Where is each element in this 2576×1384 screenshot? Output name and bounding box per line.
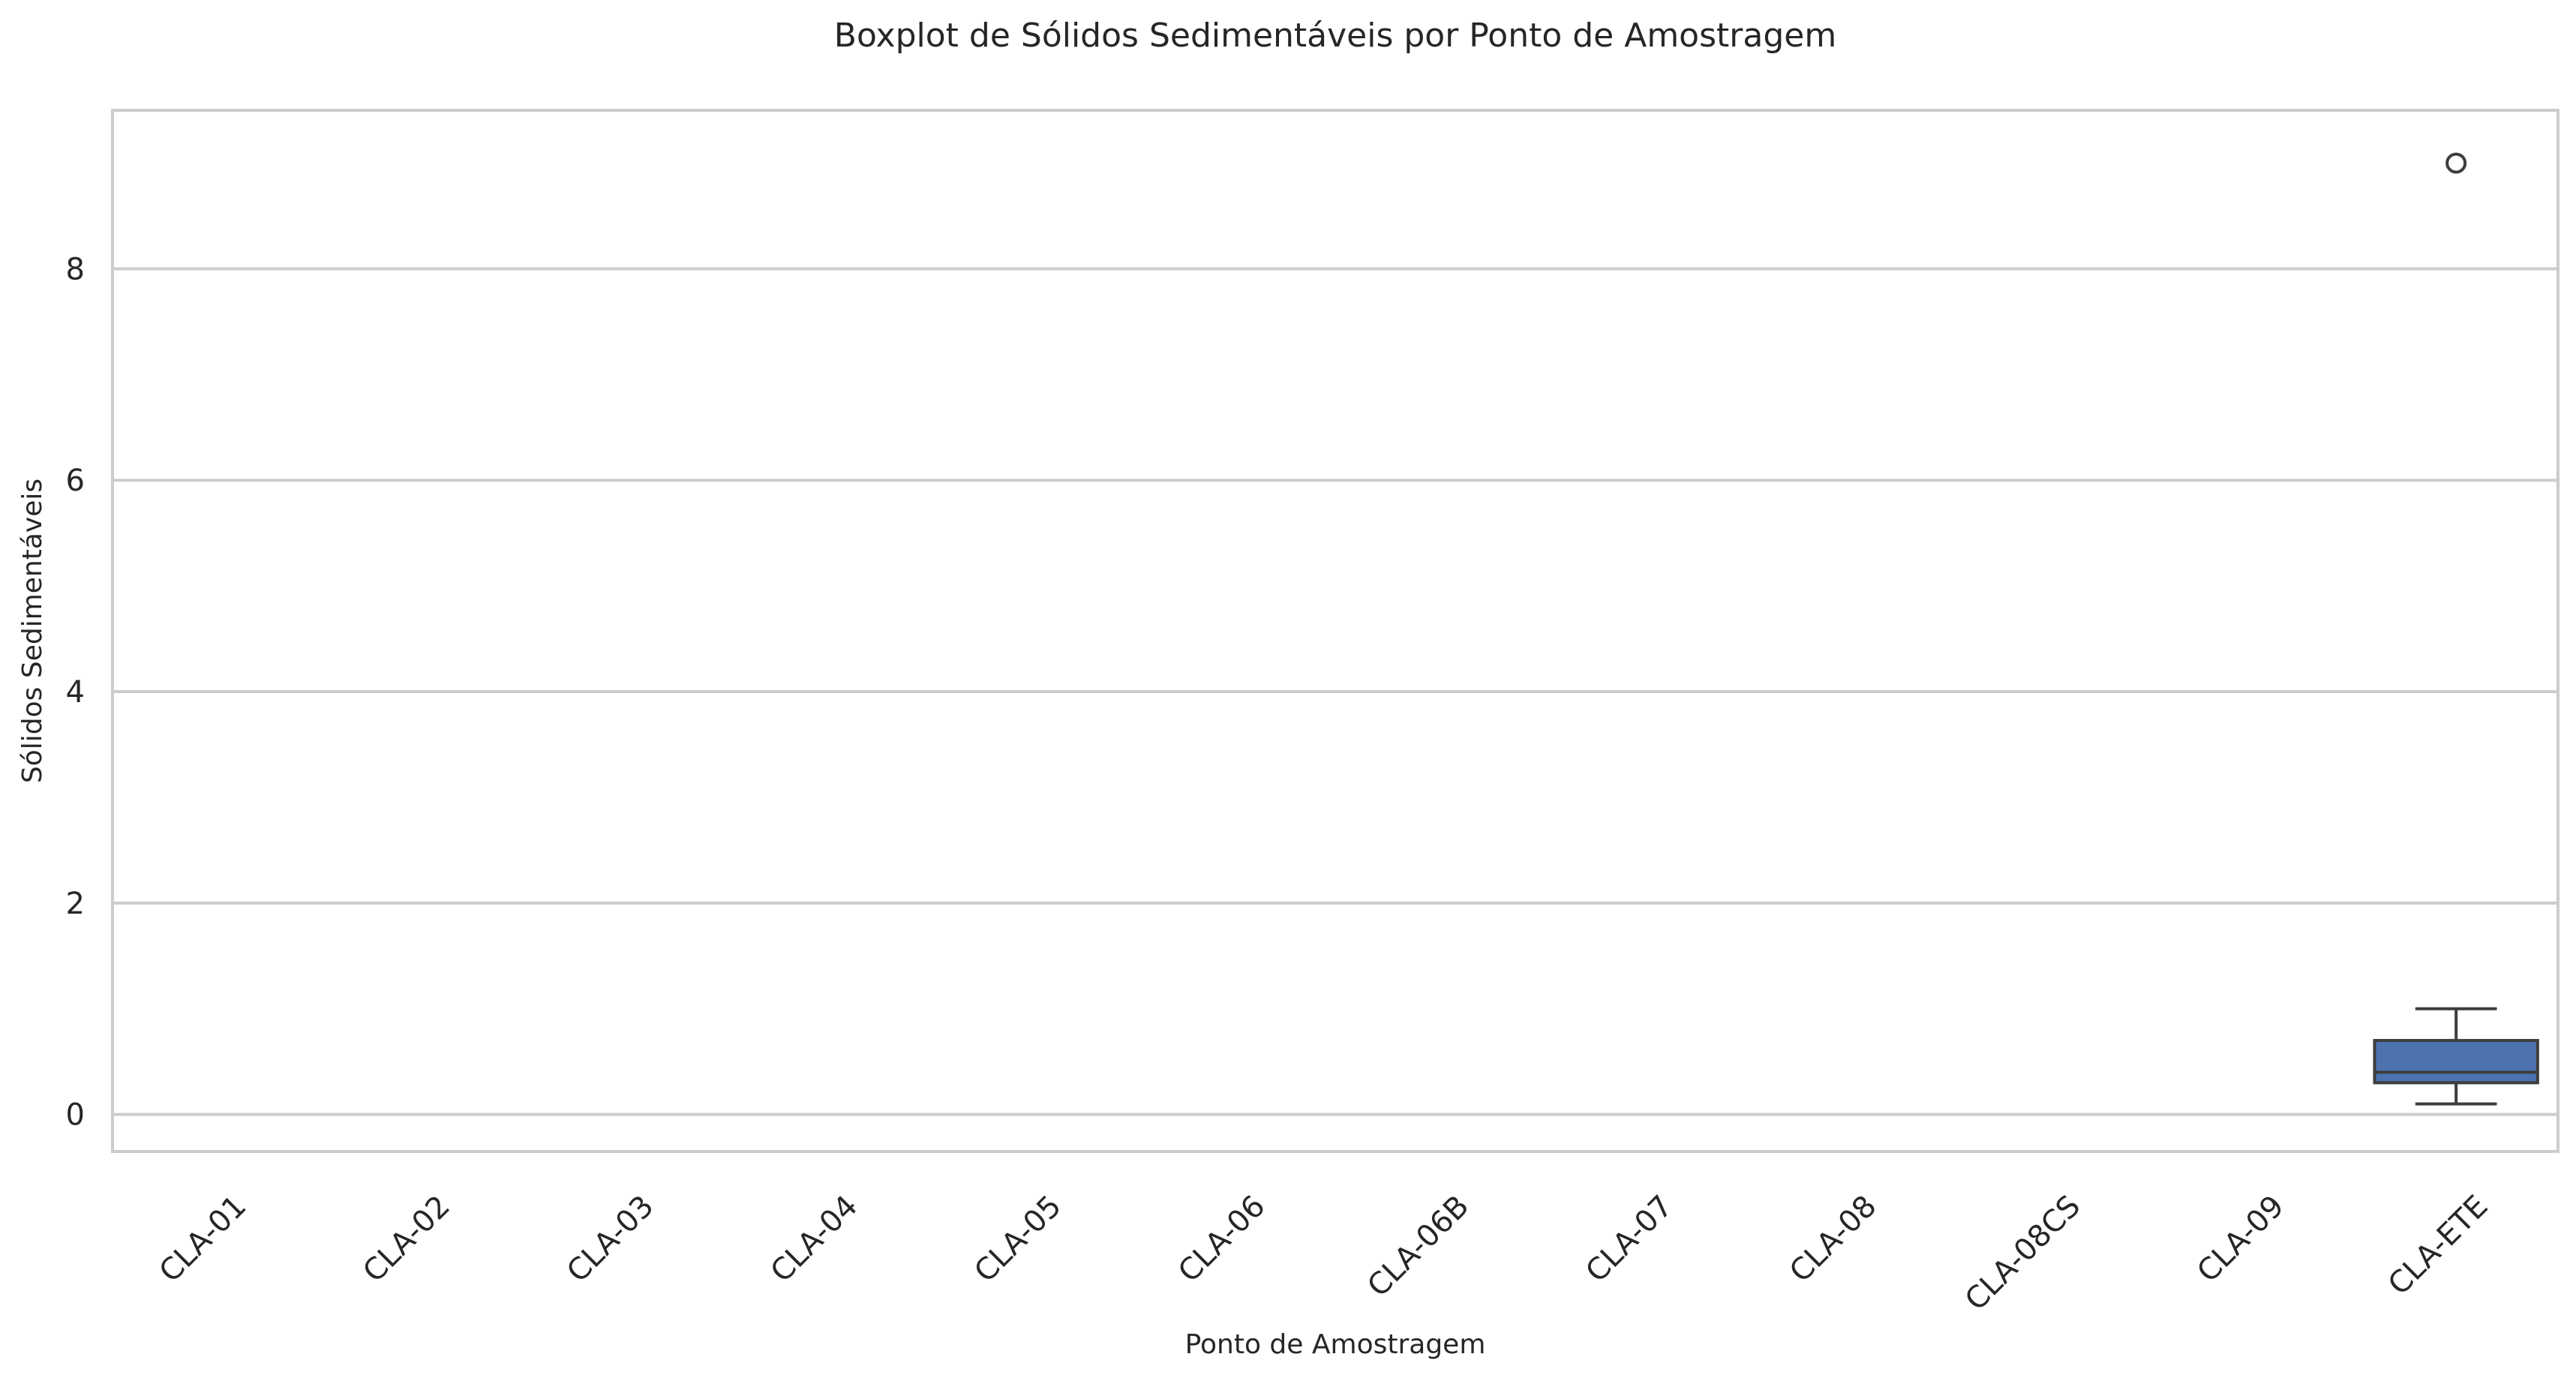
x-tick-label: CLA-04	[764, 1189, 865, 1289]
y-tick-labels: 0 2 4 6 8	[66, 252, 85, 1132]
x-tick-label: CLA-06B	[1361, 1189, 1476, 1304]
outlier-point	[2445, 152, 2467, 174]
chart-title: Boxplot de Sólidos Sedimentáveis por Pon…	[834, 17, 1836, 55]
y-tick-label: 0	[66, 1098, 85, 1133]
x-tick-label: CLA-02	[356, 1189, 457, 1289]
y-axis-label: Sólidos Sedimentáveis	[17, 479, 48, 783]
x-tick-labels: CLA-01 CLA-02 CLA-03 CLA-04 CLA-05 CLA-06 CLA-…	[153, 1189, 2495, 1317]
x-tick-label: CLA-06	[1172, 1189, 1272, 1289]
plot-frame	[111, 109, 2559, 1153]
box-body	[2373, 1039, 2539, 1085]
x-tick-label: CLA-08	[1783, 1189, 1884, 1289]
x-tick-label: CLA-08CS	[1959, 1189, 2087, 1317]
x-tick-label: CLA-07	[1579, 1189, 1680, 1289]
x-axis-label: Ponto de Amostragem	[1185, 1329, 1486, 1360]
x-tick-label: CLA-09	[2190, 1189, 2291, 1289]
y-tick-label: 6	[66, 464, 85, 498]
x-tick-label: CLA-ETE	[2382, 1189, 2495, 1302]
grid-layer	[113, 267, 2558, 1116]
box-group	[2373, 152, 2539, 1106]
x-tick-label: CLA-05	[968, 1189, 1068, 1289]
y-tick-label: 2	[66, 887, 85, 921]
x-tick-label: CLA-03	[560, 1189, 661, 1289]
box-layer	[2373, 152, 2539, 1106]
y-tick-label: 4	[66, 675, 85, 710]
x-tick-label: CLA-01	[153, 1189, 254, 1289]
y-tick-label: 8	[66, 252, 85, 287]
